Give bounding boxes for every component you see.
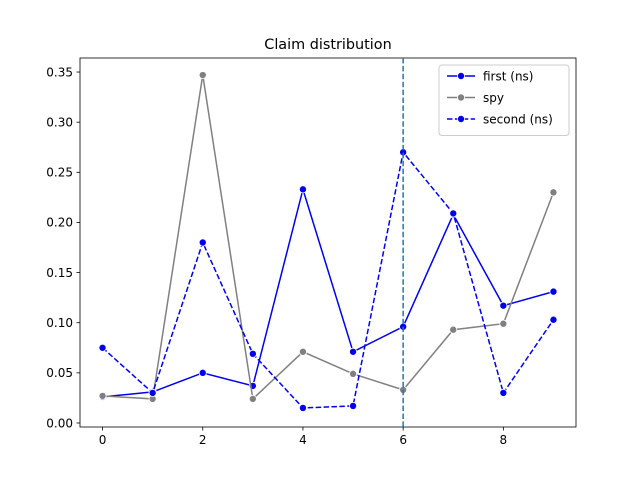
legend-label: second (ns) — [483, 112, 553, 126]
y-tick-label: 0.15 — [46, 266, 73, 280]
data-point — [499, 301, 508, 310]
data-point — [549, 188, 558, 197]
series-second-ns — [98, 148, 558, 412]
chart-title: Claim distribution — [264, 37, 391, 53]
axes-frame — [79, 57, 577, 428]
data-point — [349, 401, 358, 410]
series-line — [102, 74, 555, 401]
legend-label: spy — [483, 91, 504, 105]
x-tick-label: 8 — [500, 433, 508, 447]
y-tick-label: 0.35 — [46, 65, 73, 79]
series-line — [102, 150, 555, 409]
legend: first (ns) spy second (ns) — [438, 64, 570, 136]
legend-item: first (ns) — [447, 69, 533, 83]
data-point — [98, 391, 107, 400]
data-point — [298, 403, 307, 412]
data-point — [499, 388, 508, 397]
data-point — [549, 287, 558, 296]
series-line — [102, 186, 554, 398]
data-point — [349, 347, 358, 356]
data-point — [298, 347, 307, 356]
legend-marker — [456, 72, 465, 81]
data-point — [198, 368, 207, 377]
legend-marker — [456, 93, 465, 102]
data-point — [549, 315, 558, 324]
data-point — [449, 209, 458, 218]
y-tick-label: 0.30 — [46, 115, 73, 129]
plot-area: 0 2 4 6 8 0.00 0.05 0.10 0.15 0.20 0.25 0.30 0.35 — [46, 57, 577, 447]
y-tick-label: 0.10 — [46, 316, 73, 330]
legend-label: first (ns) — [483, 69, 533, 83]
x-tick-label: 6 — [399, 433, 407, 447]
legend-item: second (ns) — [447, 112, 553, 126]
y-tick-label: 0.00 — [46, 416, 73, 430]
x-tick-label: 0 — [99, 433, 107, 447]
data-point — [248, 349, 257, 358]
data-point — [349, 369, 358, 378]
x-tick-label: 2 — [199, 433, 207, 447]
y-tick-label: 0.20 — [46, 216, 73, 230]
legend-box — [438, 64, 570, 136]
data-point — [499, 319, 508, 328]
data-point — [449, 325, 458, 334]
data-point — [198, 71, 207, 80]
legend-marker — [456, 115, 465, 124]
series-spy — [98, 71, 558, 403]
data-point — [198, 238, 207, 247]
data-point — [148, 388, 157, 397]
y-tick-label: 0.25 — [46, 166, 73, 180]
data-point — [248, 394, 257, 403]
y-tick-label: 0.05 — [46, 366, 73, 380]
data-point — [98, 343, 107, 352]
legend-item: spy — [447, 91, 504, 105]
x-tick-label: 4 — [299, 433, 307, 447]
data-point — [298, 185, 307, 194]
